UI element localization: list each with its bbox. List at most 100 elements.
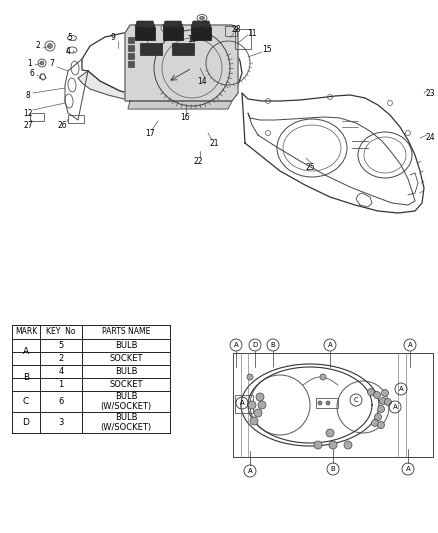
Text: 12: 12 xyxy=(23,109,33,117)
Circle shape xyxy=(47,44,53,49)
Bar xyxy=(135,27,155,40)
Bar xyxy=(140,43,162,55)
Circle shape xyxy=(258,401,266,409)
Text: 10: 10 xyxy=(135,27,145,36)
Text: BULB
(W/SOCKET): BULB (W/SOCKET) xyxy=(100,413,152,432)
Bar xyxy=(225,26,237,36)
Circle shape xyxy=(371,419,378,426)
Text: 21: 21 xyxy=(209,139,219,148)
Bar xyxy=(128,53,134,59)
Text: 4: 4 xyxy=(66,46,71,55)
Circle shape xyxy=(320,374,326,380)
Text: 3: 3 xyxy=(200,20,205,29)
Circle shape xyxy=(247,374,253,380)
Text: KEY  No: KEY No xyxy=(46,327,76,336)
Text: MARK: MARK xyxy=(15,327,37,336)
Text: 1: 1 xyxy=(58,380,64,389)
Bar xyxy=(30,113,44,121)
Text: B: B xyxy=(271,342,276,348)
Text: 15: 15 xyxy=(262,44,272,53)
Bar xyxy=(163,27,183,40)
Text: 28: 28 xyxy=(231,25,241,34)
Bar xyxy=(128,61,134,67)
Text: 9: 9 xyxy=(110,34,116,43)
Text: 26: 26 xyxy=(57,120,67,130)
Text: A: A xyxy=(23,348,29,357)
Circle shape xyxy=(326,429,334,437)
Circle shape xyxy=(314,441,322,449)
Text: A: A xyxy=(408,342,412,348)
Text: 24: 24 xyxy=(425,133,435,142)
Bar xyxy=(191,27,211,40)
Text: 4: 4 xyxy=(58,367,64,376)
Polygon shape xyxy=(78,71,238,105)
Circle shape xyxy=(379,398,386,405)
Text: 13: 13 xyxy=(187,36,197,44)
Circle shape xyxy=(250,417,258,425)
Text: A: A xyxy=(406,466,410,472)
Text: 14: 14 xyxy=(197,77,207,85)
Text: A: A xyxy=(328,342,332,348)
Text: D: D xyxy=(23,418,29,427)
Circle shape xyxy=(374,392,381,399)
Text: 8: 8 xyxy=(26,92,30,101)
Polygon shape xyxy=(191,21,211,27)
Text: BULB: BULB xyxy=(115,367,137,376)
Circle shape xyxy=(248,401,256,409)
Text: 23: 23 xyxy=(425,88,435,98)
Text: 27: 27 xyxy=(23,120,33,130)
Circle shape xyxy=(326,401,330,405)
Bar xyxy=(316,398,338,408)
Bar xyxy=(235,395,253,413)
Text: 1: 1 xyxy=(28,59,32,68)
Circle shape xyxy=(381,390,389,397)
Text: A: A xyxy=(240,400,244,406)
Polygon shape xyxy=(163,21,183,27)
Bar xyxy=(128,37,134,43)
Text: SOCKET: SOCKET xyxy=(109,380,143,389)
Text: BULB
(W/SOCKET): BULB (W/SOCKET) xyxy=(100,392,152,411)
Text: B: B xyxy=(331,466,336,472)
Bar xyxy=(235,29,251,49)
Circle shape xyxy=(374,414,381,421)
Bar xyxy=(172,43,194,55)
Text: 2: 2 xyxy=(35,42,40,51)
Text: D: D xyxy=(252,342,258,348)
Circle shape xyxy=(40,61,44,65)
Text: A: A xyxy=(399,386,403,392)
Text: C: C xyxy=(23,397,29,406)
Circle shape xyxy=(344,441,352,449)
Text: A: A xyxy=(392,404,397,410)
Bar xyxy=(128,45,134,51)
Circle shape xyxy=(254,409,262,417)
Circle shape xyxy=(329,441,337,449)
Bar xyxy=(68,115,84,123)
Circle shape xyxy=(378,422,385,429)
Circle shape xyxy=(385,399,392,406)
Ellipse shape xyxy=(199,16,205,20)
Text: 6: 6 xyxy=(58,397,64,406)
Circle shape xyxy=(318,401,322,405)
Circle shape xyxy=(378,406,385,413)
Text: 3: 3 xyxy=(58,418,64,427)
Text: C: C xyxy=(353,397,358,403)
Text: A: A xyxy=(247,468,252,474)
Text: 17: 17 xyxy=(145,128,155,138)
Polygon shape xyxy=(128,101,232,109)
Text: 6: 6 xyxy=(29,69,35,77)
Circle shape xyxy=(256,393,264,401)
Text: A: A xyxy=(233,342,238,348)
Circle shape xyxy=(367,389,374,395)
Text: 2: 2 xyxy=(58,354,64,363)
Text: 11: 11 xyxy=(247,28,257,37)
Text: B: B xyxy=(23,374,29,383)
Text: 16: 16 xyxy=(180,114,190,123)
Text: 22: 22 xyxy=(193,157,203,166)
Polygon shape xyxy=(135,21,155,27)
Text: PARTS NAME: PARTS NAME xyxy=(102,327,150,336)
Text: SOCKET: SOCKET xyxy=(109,354,143,363)
Polygon shape xyxy=(125,25,238,101)
Text: 5: 5 xyxy=(67,34,72,43)
Text: 7: 7 xyxy=(49,60,54,69)
Text: 5: 5 xyxy=(58,341,64,350)
